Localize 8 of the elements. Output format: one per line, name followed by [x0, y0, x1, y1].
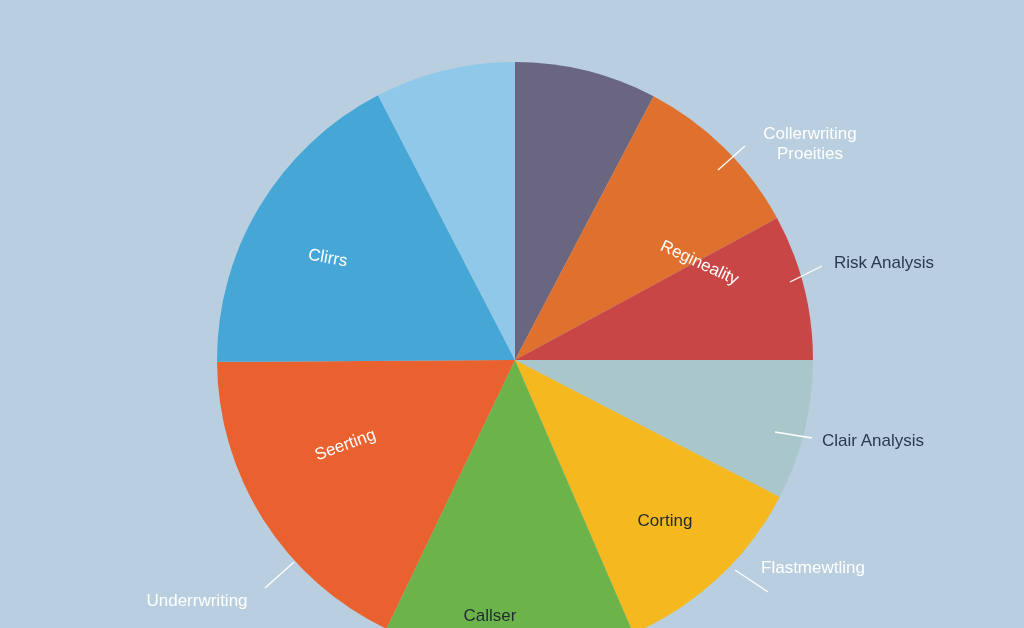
text: Collerwriting Proeities [763, 124, 857, 163]
slice-label: Callser [463, 606, 517, 625]
slice-label: Clirrs [306, 244, 350, 271]
slice-label: Clair Analysis [821, 431, 925, 450]
text: Underrwriting [146, 591, 248, 610]
text: Flastmewtling [761, 558, 865, 577]
slice-label: Corting [637, 511, 693, 530]
slice-label: Risk Analysis [833, 253, 935, 272]
